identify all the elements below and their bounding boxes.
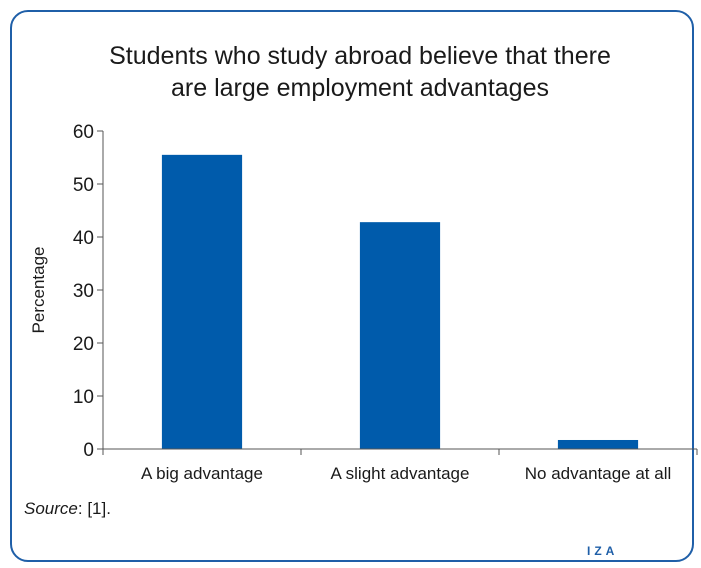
y-tick-label: 50 [73,175,94,196]
y-tick-label: 60 [73,122,94,143]
chart-title-line-2: are large employment advantages [170,74,549,102]
figure-frame [10,10,694,562]
iza-logo: IZA [581,544,625,558]
chart-title-line-1: Students who study abroad believe that t… [109,42,611,70]
y-tick-label: 10 [73,387,94,408]
source-note: Source: [1]. [24,499,111,519]
bar [557,439,639,449]
bar [161,154,243,449]
y-axis-label: Percentage [29,247,48,334]
bar [359,222,441,449]
x-tick-label: A big advantage [141,464,263,483]
source-text: : [1]. [77,499,111,518]
y-tick-label: 20 [73,334,94,355]
source-label: Source [24,499,78,518]
chart-title: Students who study abroad believe that t… [40,40,680,104]
x-tick-label: No advantage at all [525,464,672,483]
x-tick-label: A slight advantage [331,464,470,483]
y-tick-label: 40 [73,228,94,249]
y-tick-label: 30 [73,281,94,302]
y-tick-label: 0 [83,440,94,461]
